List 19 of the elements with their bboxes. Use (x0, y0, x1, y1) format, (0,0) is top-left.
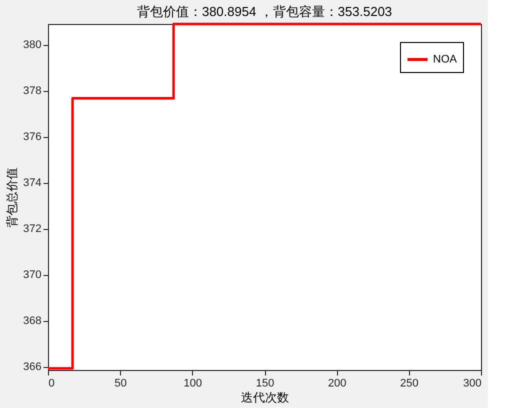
y-axis-title: 背包总价值 (5, 168, 20, 228)
x-tick-label: 0 (48, 378, 55, 390)
y-tick-label: 366 (23, 361, 42, 374)
y-tick-label: 372 (23, 223, 42, 236)
x-tick-label: 250 (400, 378, 419, 390)
x-tick-label: 300 (463, 378, 482, 390)
legend-label: NOA (433, 54, 458, 66)
x-tick-label: 50 (114, 378, 127, 390)
x-axis-title: 迭代次数 (241, 390, 289, 404)
x-tick-label: 150 (256, 378, 274, 390)
y-tick-label: 374 (23, 177, 42, 190)
y-tick-label: 380 (23, 39, 42, 52)
y-tick-label: 378 (23, 85, 42, 98)
x-tick-label: 100 (184, 378, 202, 390)
y-tick-label: 376 (23, 131, 42, 144)
chart-title: 背包价值：380.8954 ，背包容量：353.5203 (136, 4, 392, 19)
y-tick-label: 368 (23, 315, 42, 328)
y-tick-label: 370 (23, 269, 42, 282)
x-tick-label: 200 (328, 378, 346, 390)
